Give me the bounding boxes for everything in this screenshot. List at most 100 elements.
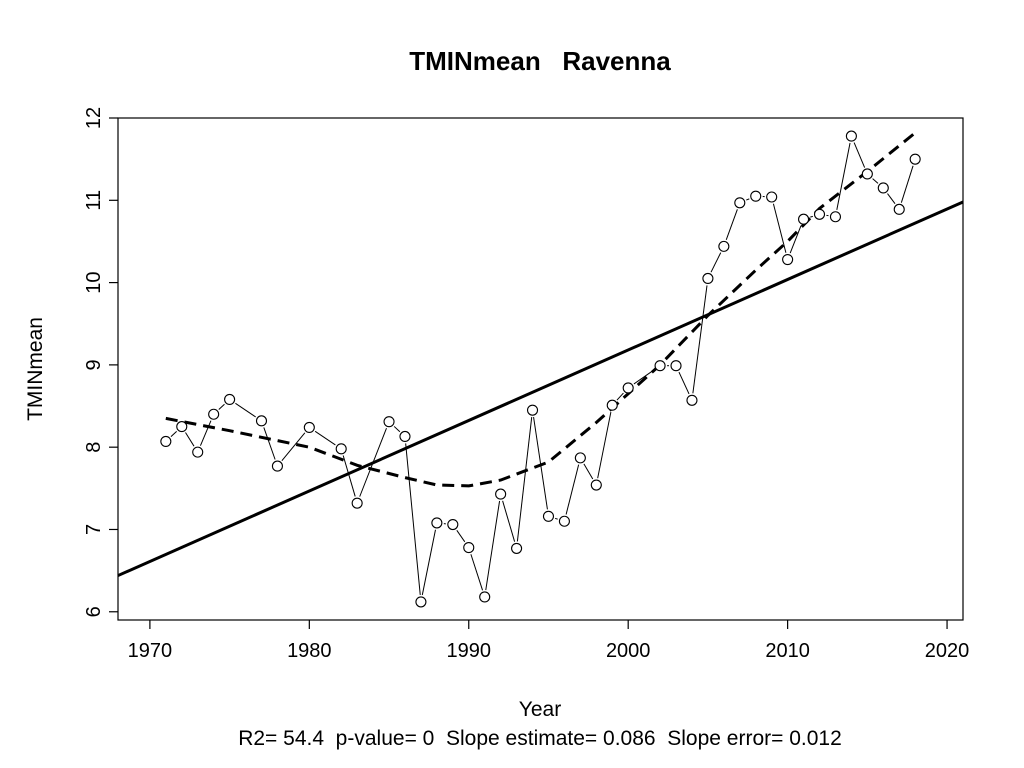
observed-segment	[678, 371, 690, 395]
y-tick-label: 9	[83, 359, 105, 370]
observed-segment	[583, 463, 594, 480]
observed-segment	[199, 420, 212, 446]
observed-segment	[218, 403, 225, 410]
observed-segment	[872, 178, 879, 184]
y-tick-label: 6	[83, 606, 105, 617]
trend-line	[117, 200, 964, 577]
data-point	[845, 130, 857, 142]
data-point	[829, 211, 842, 223]
smoothed-line	[165, 131, 917, 488]
x-axis-label: Year	[519, 698, 561, 721]
data-point	[415, 596, 427, 608]
y-axis: 6 7 8 9 10 11 12	[83, 107, 118, 617]
observed-segment	[789, 225, 802, 254]
x-tick-label: 1980	[287, 640, 332, 662]
observed-segment	[342, 455, 356, 497]
data-point	[303, 421, 315, 433]
data-point	[192, 446, 204, 458]
data-point	[431, 517, 443, 529]
y-tick-label: 10	[83, 271, 105, 293]
data-point	[574, 452, 586, 464]
observed-segment	[235, 402, 256, 418]
observed-segment	[533, 416, 548, 510]
observed-segment	[853, 142, 866, 168]
data-point	[447, 518, 459, 531]
plot-frame	[117, 117, 964, 621]
x-tick-label: 1970	[128, 640, 173, 662]
observed-segment	[555, 517, 558, 520]
observed-segment	[470, 554, 484, 591]
data-point	[861, 168, 873, 180]
observed-segment	[185, 432, 195, 447]
observed-segment	[456, 530, 466, 543]
observed-segment	[314, 430, 336, 446]
observed-segment	[836, 142, 851, 210]
data-point	[590, 479, 602, 491]
data-point	[909, 153, 921, 165]
y-tick-label: 8	[83, 442, 105, 453]
data-point	[654, 360, 666, 372]
x-tick-label: 1990	[447, 640, 492, 662]
series-layer	[117, 130, 964, 608]
data-point	[479, 591, 491, 603]
observed-segment	[725, 209, 738, 240]
data-point	[813, 208, 826, 220]
observed-segment	[887, 193, 896, 205]
data-point	[351, 497, 363, 509]
data-point	[686, 394, 698, 406]
stats-line: R2= 54.4 p-value= 0 Slope estimate= 0.08…	[238, 727, 842, 750]
data-point	[399, 430, 411, 443]
data-point	[495, 488, 507, 500]
data-point	[255, 415, 268, 427]
observed-segment	[516, 417, 533, 542]
x-tick-label: 2020	[925, 640, 970, 662]
observed-segment	[616, 392, 624, 401]
observed-segment	[485, 500, 501, 591]
data-point	[208, 408, 220, 420]
data-point	[798, 213, 810, 225]
data-point	[622, 382, 634, 394]
data-point	[766, 191, 778, 203]
y-tick-label: 7	[83, 524, 105, 535]
data-point	[176, 421, 188, 433]
observed-segment	[281, 432, 306, 462]
observed-segment	[746, 198, 750, 201]
data-point	[893, 203, 905, 215]
observed-segment	[692, 285, 708, 394]
observed-segment	[710, 252, 722, 273]
data-point	[702, 272, 714, 285]
data-point	[718, 240, 730, 252]
observed-segment	[405, 443, 421, 595]
y-tick-label: 12	[83, 107, 105, 129]
data-point	[383, 416, 395, 428]
x-tick-label: 2010	[765, 640, 810, 662]
observed-segment	[597, 411, 612, 479]
observed-segment	[263, 427, 276, 460]
data-point	[877, 182, 889, 194]
data-point	[606, 399, 618, 411]
observed-segment	[170, 431, 177, 438]
data-point	[782, 253, 794, 266]
observed-segment	[772, 203, 787, 253]
data-point	[160, 435, 172, 447]
data-point	[526, 404, 539, 416]
data-point	[224, 393, 236, 405]
observed-segment	[565, 464, 580, 515]
y-axis-label: TMINmean	[24, 317, 47, 421]
observed-segment	[502, 500, 516, 542]
observed-segment	[359, 428, 387, 497]
data-point	[511, 542, 523, 554]
x-tick-label: 2000	[606, 640, 651, 662]
data-point	[670, 360, 682, 372]
observed-segment	[633, 369, 655, 385]
observed-segment	[393, 426, 401, 433]
data-point	[542, 510, 555, 522]
data-point	[558, 515, 570, 527]
chart-title: TMINmean Ravenna	[409, 46, 671, 76]
data-point	[734, 197, 746, 209]
observed-segment	[421, 529, 436, 596]
data-point	[750, 190, 762, 202]
x-axis: 1970 1980 1990 2000 2010 2020	[128, 620, 970, 662]
observed-segment	[900, 165, 914, 203]
